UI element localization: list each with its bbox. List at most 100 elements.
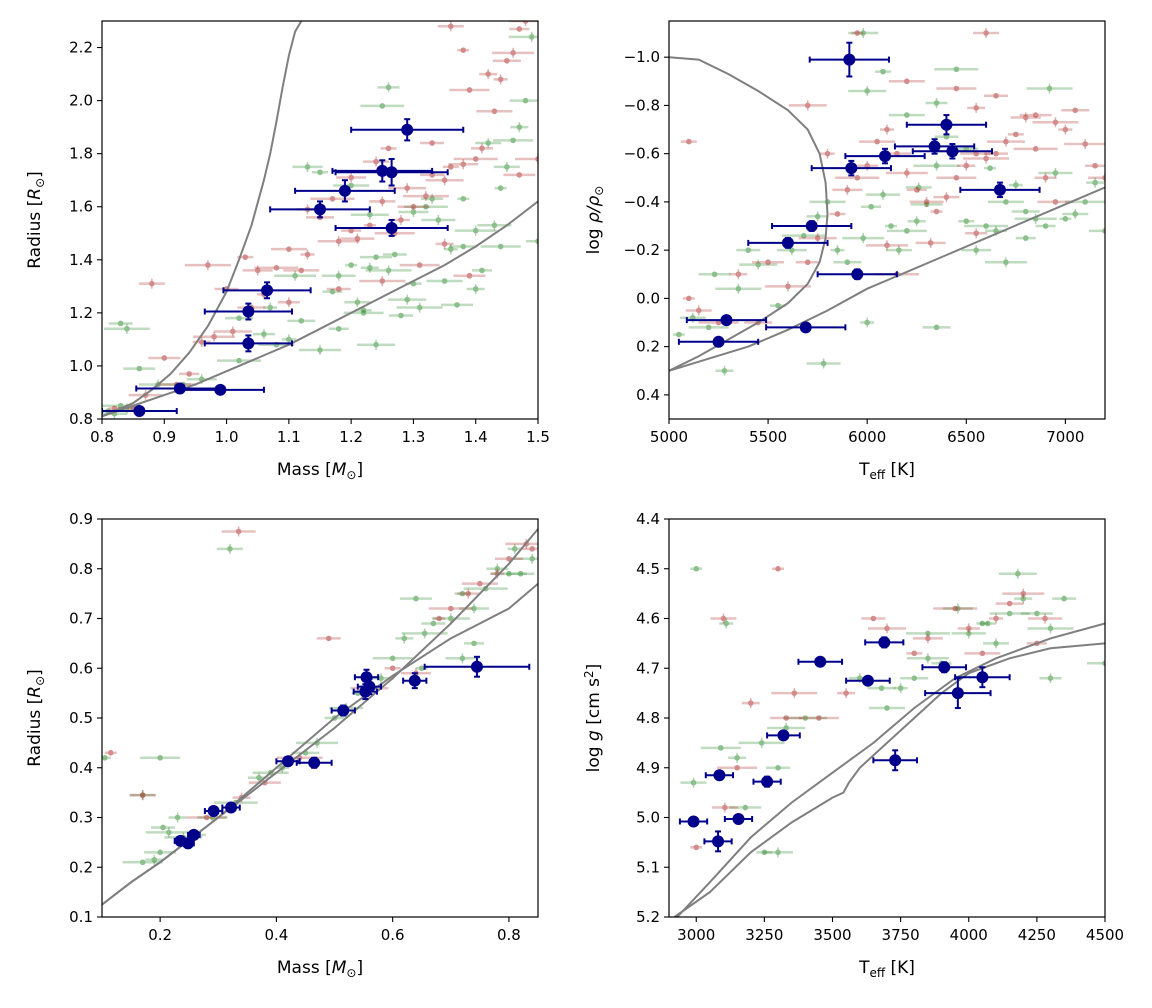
- sample-point-green: [421, 193, 444, 204]
- y-tick-label: 1.8: [69, 145, 93, 163]
- sample-point-red: [856, 160, 879, 171]
- highlighted-point: [911, 143, 994, 160]
- highlighted-point: [765, 321, 847, 334]
- sample-point-green: [494, 185, 507, 191]
- sample-point-green: [464, 640, 485, 647]
- sample-point-green: [509, 97, 538, 104]
- sample-point-red: [837, 688, 856, 699]
- y-tick-label: 0.8: [69, 560, 93, 578]
- sample-point-red: [1013, 146, 1058, 152]
- x-axis-label: Mass [M⊙]: [277, 958, 363, 980]
- x-axis-label: Teff [K]: [858, 460, 915, 482]
- sample-point-green: [443, 244, 458, 255]
- sample-point-green: [122, 859, 163, 866]
- y-tick-label: 4.6: [636, 610, 660, 628]
- sample-point-green: [934, 66, 979, 73]
- sample-point-red: [242, 265, 273, 276]
- sample-point-green: [700, 745, 741, 751]
- sample-point-red: [880, 124, 894, 135]
- highlighted-point: [905, 114, 988, 136]
- sample-point-red: [449, 87, 490, 93]
- sample-point-red: [402, 191, 449, 202]
- highlighted-point: [677, 335, 760, 348]
- sample-point-red: [461, 580, 498, 587]
- sample-point-red: [437, 21, 464, 32]
- x-tick-label: 5500: [749, 428, 787, 446]
- sample-point-red: [1064, 139, 1105, 150]
- plot-area: [102, 21, 538, 419]
- highlighted-point: [203, 302, 293, 321]
- sample-point-green: [806, 211, 829, 222]
- y-tick-label: −0.6: [624, 145, 660, 163]
- sample-point-green: [729, 804, 762, 811]
- sample-point-green: [886, 228, 927, 234]
- sample-point-red: [936, 85, 977, 92]
- sample-point-red: [493, 74, 508, 85]
- highlighted-point: [771, 220, 853, 233]
- y-tick-label: 4.4: [636, 510, 660, 528]
- sample-point-red: [509, 26, 530, 32]
- sample-point-green: [396, 302, 443, 313]
- sample-point-green: [984, 165, 997, 171]
- highlighted-point: [921, 661, 968, 674]
- x-tick-label: 3750: [882, 926, 920, 944]
- highlighted-point: [334, 157, 449, 187]
- sample-point-green: [395, 633, 414, 644]
- y-tick-label: 0.5: [69, 709, 93, 727]
- sample-point-green: [493, 161, 520, 172]
- y-axis-label: log g [cm s2]: [582, 664, 604, 773]
- highlighted-point: [752, 775, 782, 788]
- model-curve: [669, 56, 829, 372]
- highlighted-point: [203, 805, 224, 818]
- sample-point-green: [806, 358, 841, 369]
- highlighted-point: [704, 769, 735, 782]
- x-tick-label: 1.3: [401, 428, 425, 446]
- sample-point-green: [736, 247, 761, 253]
- sample-point-red: [690, 844, 703, 851]
- highlighted-point: [959, 181, 1041, 199]
- sample-point-green: [441, 302, 474, 308]
- sample-point-red: [741, 698, 760, 709]
- x-tick-label: 0.8: [497, 926, 521, 944]
- sample-point-red: [300, 249, 315, 260]
- sample-point-green: [388, 294, 427, 305]
- model-curve: [102, 200, 538, 418]
- sample-point-red: [989, 613, 1003, 624]
- sample-point-green: [1038, 167, 1073, 178]
- sample-point-red: [764, 281, 811, 292]
- sample-point-green: [698, 271, 731, 278]
- sample-point-green: [287, 318, 316, 324]
- y-tick-label: −1.0: [624, 48, 660, 66]
- sample-point-red: [772, 565, 784, 572]
- sample-point-red: [310, 195, 355, 202]
- y-tick-label: 0.4: [69, 759, 93, 777]
- x-tick-label: 6500: [947, 428, 985, 446]
- sample-point-red: [906, 650, 923, 657]
- sample-point-green: [848, 85, 887, 96]
- sample-point-green: [833, 259, 862, 266]
- sample-point-red: [1037, 199, 1074, 205]
- sample-point-green: [690, 565, 703, 572]
- highlighted-point: [864, 636, 905, 649]
- sample-point-green: [739, 259, 778, 270]
- sample-point-green: [1059, 215, 1072, 222]
- sample-point-green: [274, 270, 317, 281]
- y-axis-label: Radius [R⊙]: [25, 171, 47, 269]
- sample-point-green: [372, 655, 413, 662]
- y-tick-label: −0.8: [624, 96, 660, 114]
- sample-point-red: [868, 623, 906, 634]
- sample-point-red: [1007, 131, 1024, 138]
- sample-point-red: [986, 136, 1025, 147]
- sample-point-green: [913, 160, 960, 171]
- sample-point-red: [967, 102, 986, 113]
- sample-point-green: [344, 297, 371, 308]
- sample-point-green: [866, 189, 901, 200]
- highlighted-point: [402, 672, 428, 690]
- sample-point-green: [168, 812, 187, 823]
- highlighted-point: [810, 159, 892, 177]
- sample-point-green: [360, 262, 379, 273]
- sample-point-green: [907, 216, 926, 227]
- sample-point-red: [397, 203, 430, 210]
- sample-point-red: [984, 92, 1008, 99]
- sample-point-red: [711, 802, 738, 813]
